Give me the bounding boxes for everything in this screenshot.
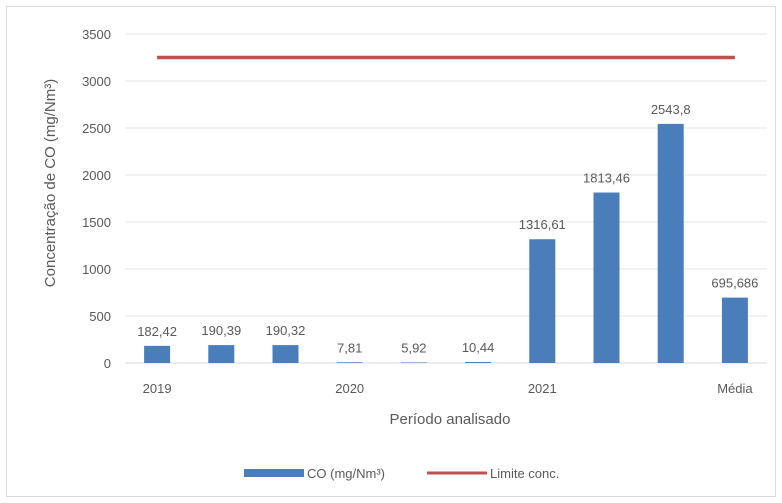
bar xyxy=(593,192,620,363)
legend-line-label: Limite conc. xyxy=(490,466,559,481)
bar xyxy=(529,239,556,363)
bar xyxy=(400,362,427,363)
bar xyxy=(721,297,748,363)
x-tick-label: Média xyxy=(717,381,753,396)
data-label: 1813,46 xyxy=(583,171,630,186)
y-tick-label: 0 xyxy=(104,356,111,371)
data-label: 190,39 xyxy=(201,323,241,338)
y-axis-title: Concentração de CO (mg/Nm³) xyxy=(42,79,59,287)
y-tick-label: 3500 xyxy=(82,27,111,42)
bars xyxy=(144,123,748,363)
y-tick-label: 3000 xyxy=(82,74,111,89)
data-label: 7,81 xyxy=(337,340,362,355)
bar xyxy=(657,123,684,363)
x-tick-label: 2021 xyxy=(528,381,557,396)
y-tick-labels: 0 500 1000 1500 2000 2500 3000 3500 xyxy=(82,27,111,371)
bar xyxy=(208,345,235,363)
data-labels: 182,42 190,39 190,32 7,81 5,92 10,44 1316,61 18… xyxy=(137,102,758,356)
y-tick-label: 2500 xyxy=(82,121,111,136)
legend-bar-label: CO (mg/Nm³) xyxy=(307,466,385,481)
y-tick-label: 1500 xyxy=(82,215,111,230)
data-label: 2543,8 xyxy=(651,102,691,117)
x-tick-label: 2020 xyxy=(335,381,364,396)
chart-frame: 0 500 1000 1500 2000 2500 3000 3500 182,42 190,3… xyxy=(6,6,776,497)
data-label: 190,32 xyxy=(266,323,306,338)
y-tick-label: 500 xyxy=(89,309,111,324)
bar xyxy=(272,345,299,363)
data-label: 5,92 xyxy=(401,340,426,355)
x-tick-labels: 2019 2020 2021 Média xyxy=(143,381,754,396)
y-tick-label: 1000 xyxy=(82,262,111,277)
data-label: 695,686 xyxy=(711,276,758,291)
gridlines xyxy=(125,33,767,364)
x-axis-title: Período analisado xyxy=(390,411,511,428)
bar-chart: 0 500 1000 1500 2000 2500 3000 3500 182,42 190,3… xyxy=(42,27,767,481)
x-tick-label: 2019 xyxy=(143,381,172,396)
y-tick-label: 2000 xyxy=(82,168,111,183)
bar xyxy=(144,345,171,363)
legend-bar-swatch xyxy=(244,469,304,477)
data-label: 10,44 xyxy=(462,340,495,355)
legend: CO (mg/Nm³) Limite conc. xyxy=(244,466,559,481)
bar xyxy=(465,362,492,363)
data-label: 1316,61 xyxy=(519,217,566,232)
data-label: 182,42 xyxy=(137,324,177,339)
bar xyxy=(336,362,363,363)
